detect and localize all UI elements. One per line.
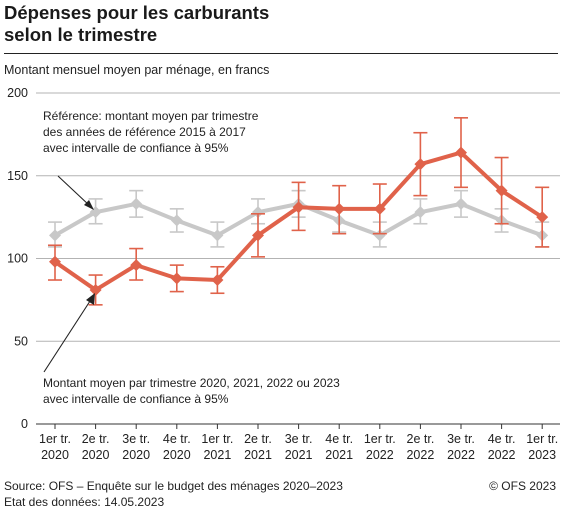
data-point-marker (373, 229, 386, 242)
x-tick-label-quarter: 3e tr. (122, 432, 150, 446)
x-tick-label-year: 2020 (163, 448, 191, 462)
x-tick-label-quarter: 2e tr. (244, 432, 272, 446)
data-point-marker (455, 197, 467, 210)
data-point-marker (130, 259, 143, 272)
y-tick-label: 0 (21, 417, 28, 431)
annotation-reference-line: Référence: montant moyen par trimestre (43, 109, 259, 123)
annotation-reference-arrowhead (84, 200, 94, 210)
data-point-marker (292, 201, 305, 214)
annotation-current-arrowhead (86, 293, 95, 305)
x-tick-label-year: 2022 (406, 448, 434, 462)
x-tick-label-year: 2023 (528, 448, 556, 462)
x-tick-label-year: 2021 (325, 448, 353, 462)
chart-subtitle: Montant mensuel moyen par ménage, en fra… (4, 63, 270, 77)
y-tick-label: 200 (7, 86, 28, 100)
x-tick-label-quarter: 4e tr. (488, 432, 516, 446)
y-tick-label: 100 (7, 252, 28, 266)
x-tick-label-quarter: 2e tr. (82, 432, 110, 446)
data-status-note: Etat des données: 14.05.2023 (4, 495, 165, 509)
data-point-marker (170, 272, 183, 285)
x-tick-label-quarter: 4e tr. (325, 432, 353, 446)
data-point-marker (170, 214, 183, 227)
annotation-reference-line: avec intervalle de confiance à 95% (43, 141, 229, 155)
y-axis-ticks: 0 50 100 150 200 (7, 86, 28, 431)
x-tick-label-quarter: 4e tr. (163, 432, 191, 446)
annotation-current-leader (43, 297, 93, 373)
annotation-current-line: Montant moyen par trimestre 2020, 2021, … (43, 376, 340, 390)
data-point-marker (89, 283, 102, 296)
gridlines (36, 92, 560, 425)
chart-title-line-1: Dépenses pour les carburants (4, 2, 270, 23)
x-tick-label-year: 2022 (447, 448, 475, 462)
data-point-marker (211, 229, 224, 242)
x-tick-label-quarter: 2e tr. (407, 432, 435, 446)
data-point-marker (333, 202, 346, 215)
x-tick-label-year: 2020 (41, 448, 69, 462)
chart-title-line-2: selon le trimestre (4, 24, 158, 45)
x-tick-label-year: 2021 (285, 448, 313, 462)
data-point-marker (414, 158, 427, 171)
annotations: Référence: montant moyen par trimestre de… (43, 109, 340, 406)
x-tick-label-year: 2021 (244, 448, 272, 462)
x-tick-label-year: 2020 (82, 448, 110, 462)
copyright: © OFS 2023 (489, 479, 556, 493)
annotation-current-line: avec intervalle de confiance à 95% (43, 392, 229, 406)
chart-title: Dépenses pour les carburants selon le tr… (4, 2, 269, 46)
x-axis-ticks: 1er tr. 2020 2e tr. 2020 3e tr. 2020 4e tr. 202… (39, 424, 558, 462)
x-tick-label-year: 2020 (122, 448, 150, 462)
y-tick-label: 150 (7, 169, 28, 183)
data-point-marker (495, 184, 508, 197)
data-point-marker (373, 202, 386, 215)
data-point-marker (130, 197, 143, 210)
source-note: Source: OFS – Enquête sur le budget des … (4, 479, 343, 493)
x-tick-label-quarter: 1er tr. (364, 432, 396, 446)
annotation-reference-leader (57, 175, 91, 207)
data-point-marker (536, 211, 549, 224)
x-tick-label-quarter: 1er tr. (39, 432, 71, 446)
data-point-marker (211, 274, 224, 287)
data-point-marker (49, 229, 61, 242)
x-tick-label-quarter: 1er tr. (201, 432, 233, 446)
data-point-marker (414, 206, 427, 219)
y-tick-label: 50 (14, 334, 28, 348)
annotation-reference-line: des années de référence 2015 à 2017 (43, 125, 246, 139)
x-tick-label-quarter: 3e tr. (447, 432, 475, 446)
title-divider (4, 53, 558, 54)
x-tick-label-quarter: 1er tr. (526, 432, 558, 446)
series-current (48, 117, 550, 306)
data-point-marker (252, 229, 264, 242)
x-tick-label-year: 2022 (488, 448, 516, 462)
data-point-marker (252, 206, 264, 219)
x-tick-label-year: 2021 (203, 448, 231, 462)
x-tick-label-quarter: 3e tr. (285, 432, 313, 446)
data-point-marker (49, 255, 61, 268)
series-layer (48, 117, 550, 306)
data-point-marker (455, 146, 467, 159)
x-tick-label-year: 2022 (366, 448, 394, 462)
